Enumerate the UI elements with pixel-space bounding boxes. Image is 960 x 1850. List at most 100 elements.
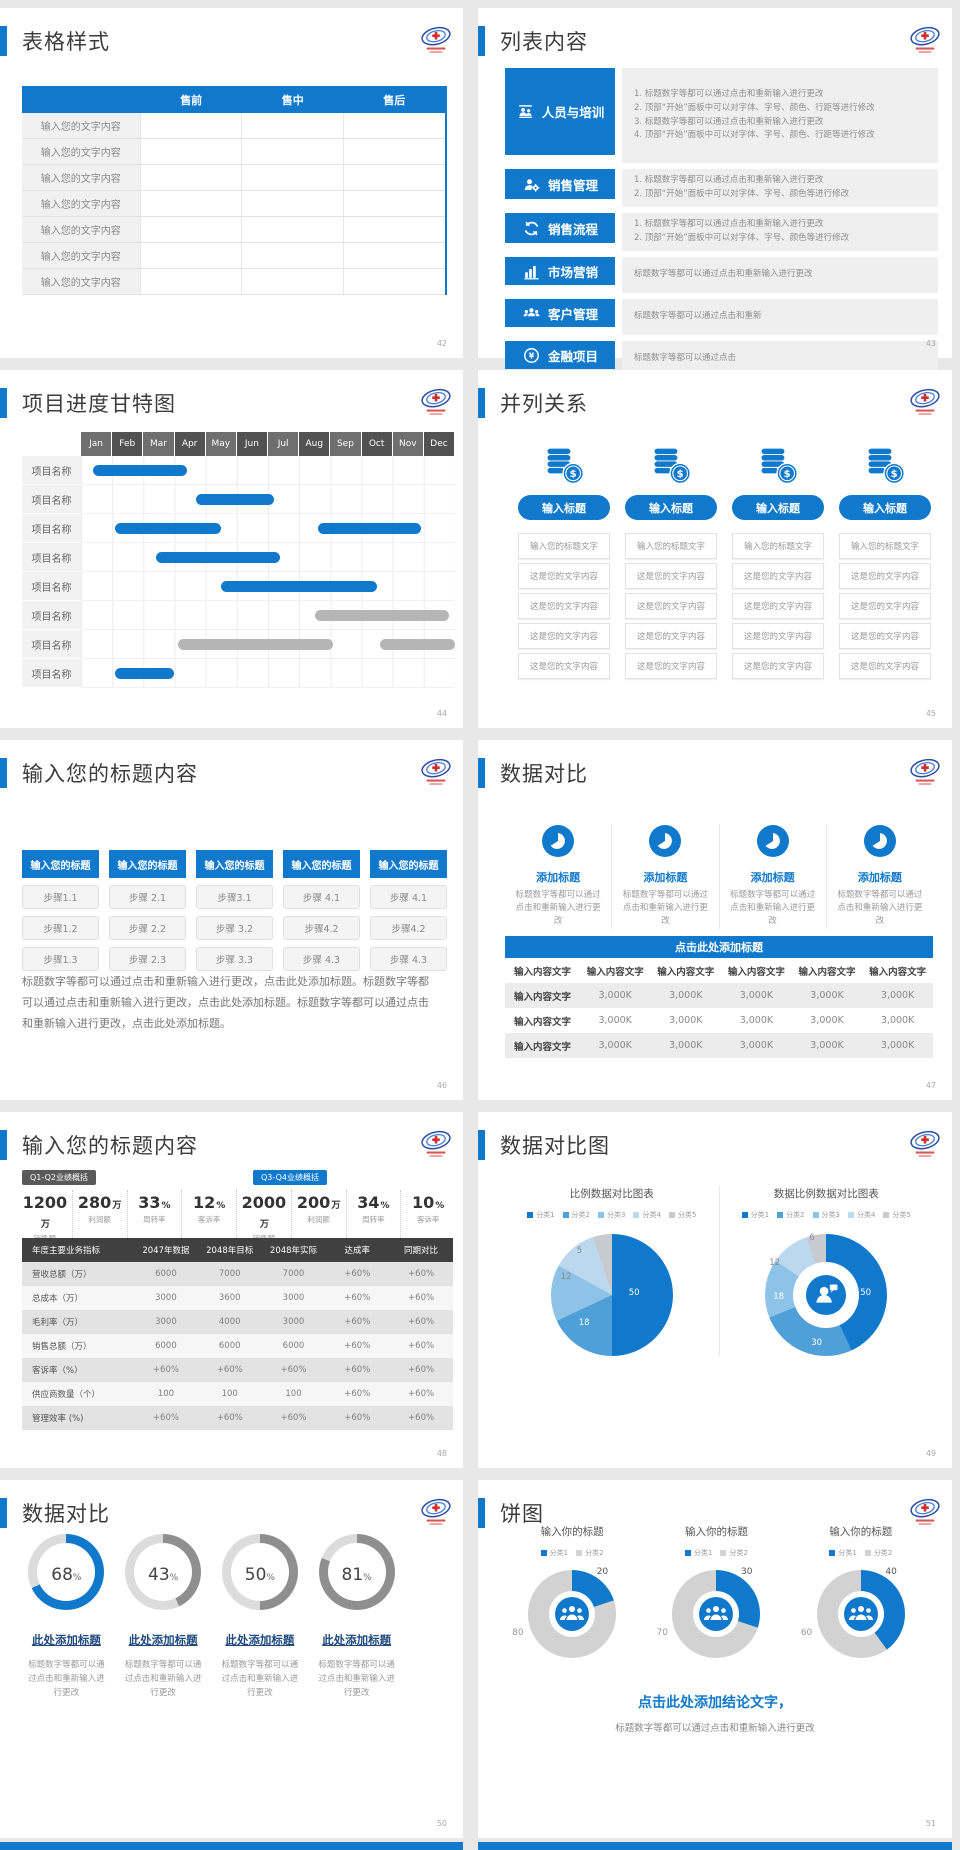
legend-swatch (847, 1212, 854, 1218)
table-cell (139, 269, 242, 294)
list-item: 销售流程 1. 标题数字等都可以通过点击和重新输入进行更改 2. 顶部“开始”面板… (505, 213, 938, 251)
slice-label: 12 (560, 1272, 572, 1282)
gantt-row-label: 项目名称 (22, 456, 81, 485)
table-cell: +60% (408, 1365, 435, 1375)
legend-item: 分类1 (685, 1548, 712, 1558)
kpi-stat: 34% 周转率 (345, 1190, 401, 1244)
table-cell: 销售总额（万） (32, 1342, 92, 1352)
gauge-value: 43% (134, 1543, 193, 1601)
legend-label: 分类2 (571, 1211, 591, 1219)
legend-label: 分类5 (892, 1211, 911, 1219)
table-cell: 3,000K (739, 990, 774, 1001)
table-header-cell: 输入内容文字 (657, 966, 715, 978)
table-cell: 输入您的文字内容 (22, 191, 140, 216)
table-header-cell: 同期对比 (404, 1246, 439, 1256)
legend-label: 分类5 (677, 1211, 697, 1219)
table-cell (343, 217, 445, 242)
table-cell: +60% (408, 1389, 435, 1399)
pie-badge-icon (648, 825, 682, 862)
brand-logo-icon (419, 384, 453, 418)
gantt-month-cell: Feb (112, 432, 143, 456)
coins-icon: $ (839, 444, 931, 488)
legend-label: 分类1 (549, 1549, 569, 1557)
slide-42[interactable]: 表格样式 售前 售中 售后 输入您的文字内容 输入您的文字内容 输入您的文字内容 输… (0, 8, 463, 358)
table-header-cell: 2048年实际 (269, 1246, 318, 1256)
gauge-block: 68% 此处添加标题 标题数字等都可以通过点击和重新输入进行更改 (18, 1534, 115, 1700)
slide-title: 数据对比 (500, 762, 588, 786)
brand-logo-icon (419, 1126, 453, 1160)
slide-48[interactable]: 输入您的标题内容 Q1-Q2业绩概括 Q3-Q4业绩概括 1200万 销售额 2… (0, 1112, 463, 1468)
slide-title-row: 列表内容 (478, 26, 588, 56)
legend-swatch (598, 1212, 605, 1218)
chart-title: 输入你的标题 (829, 1526, 893, 1538)
svg-text:$: $ (784, 469, 791, 480)
donut-hole (793, 1262, 860, 1328)
brand-logo-icon (419, 22, 453, 56)
chart-title: 数据比例数据对比图表 (773, 1188, 879, 1200)
step-column-header: 输入您的标题 (370, 850, 447, 878)
chart-legend: 分类1 分类2 (789, 1548, 933, 1558)
svg-text:$: $ (677, 469, 684, 480)
table-header-cell: 售前 (180, 93, 203, 107)
slide-51[interactable]: 饼图 输入你的标题 分类1 分类2 20 80 (478, 1480, 952, 1838)
table-cell: +60% (280, 1413, 307, 1423)
gauge-suffix: % (363, 1573, 372, 1583)
text-box: 这是您的文字内容 (518, 563, 610, 589)
legend-swatch (527, 1212, 534, 1218)
kpi-unit: % (216, 1201, 226, 1211)
kpi-unit: 万 (40, 1220, 50, 1230)
donut-gauge: 50% (221, 1534, 298, 1610)
slide-44[interactable]: 项目进度甘特图 Jan Feb Mar Apr May Jun Jul Aug Sep Oct No… (0, 370, 463, 728)
gantt-month-cell: Aug (299, 432, 330, 456)
slide-45[interactable]: 并列关系 $ 输入标题 输入您的标题文字 这是您的文字内容 这是您的文字内容 这是您的… (478, 370, 952, 728)
legend-swatch (633, 1212, 640, 1218)
slide-title-row: 饼图 (478, 1498, 544, 1528)
step-box: 步骤 4.3 (283, 947, 360, 971)
slide-title: 列表内容 (500, 30, 588, 54)
slide-46[interactable]: 输入您的标题内容 输入您的标题 步骤1.1 步骤1.2 步骤1.3 输入您的标题 步… (0, 740, 463, 1100)
donut-block: 输入你的标题 分类1 分类2 20 80 (500, 1524, 644, 1658)
kpi-unit: 万 (331, 1201, 341, 1211)
slice-label: 12 (769, 1258, 781, 1268)
list-line: 2. 顶部“开始”面板中可以对字体、字号、颜色、行距等进行修改 (634, 102, 875, 113)
step-list: 步骤 4.1 步骤4.2 步骤 4.3 (283, 885, 360, 971)
step-column: 输入您的标题 步骤3.1 步骤 3.2 步骤 3.3 (196, 850, 273, 971)
chart-legend: 分类1 分类2 (500, 1548, 644, 1558)
list-tab-label: 销售管理 (547, 177, 598, 193)
table-cell: 毛利率（万） (32, 1318, 84, 1328)
feature-title: 添加标题 (857, 871, 902, 884)
table-cell: 3600 (218, 1293, 241, 1303)
content-table: 售前 售中 售后 输入您的文字内容 输入您的文字内容 输入您的文字内容 输入您的文字… (22, 86, 447, 295)
slide-50[interactable]: 数据对比 68% 此处添加标题 标题数字等都可以通过点击和重新输入进行更改 43… (0, 1480, 463, 1838)
text-box: 输入您的标题文字 (625, 533, 717, 559)
finance-icon: ¥ (522, 346, 541, 365)
slide-47[interactable]: 数据对比 添加标题 标题数字等都可以通过点击和重新输入进行更改 添加标题 标题数… (478, 740, 952, 1100)
text-box: 这是您的文字内容 (625, 623, 717, 649)
slide-43[interactable]: 列表内容 人员与培训 1. 标题数字等都可以通过点击和重新输入进行更改 2. 顶部… (478, 8, 952, 377)
legend-item: 分类1 (741, 1210, 769, 1220)
pie-badge-icon (863, 825, 897, 862)
next-slide-peek (478, 1842, 952, 1850)
table-row: 输入您的文字内容 (22, 113, 445, 139)
donut-hole (837, 1591, 884, 1637)
table-cell: 3,000K (810, 1015, 844, 1026)
table-cell: 3,000K (669, 1015, 703, 1026)
table-cell (139, 191, 242, 216)
donut-chart-wrap: 50 30 18 12 6 (765, 1233, 888, 1356)
gantt-bar (177, 639, 334, 650)
kpi-number: 280 (77, 1193, 112, 1212)
table-header-cell: 2048年目标 (206, 1246, 254, 1256)
step-box: 步骤 4.3 (370, 947, 447, 971)
text-box: 这是您的文字内容 (518, 623, 610, 649)
kpi-label: 利润额 (307, 1215, 330, 1224)
gauge-suffix: % (169, 1573, 179, 1583)
feature-row: 添加标题 标题数字等都可以通过点击和重新输入进行更改 添加标题 标题数字等都可以… (505, 824, 933, 929)
slide-49[interactable]: 数据对比图 比例数据对比图表 分类1 分类2 分类3 分类4 分类5 50 18 12 5 数… (478, 1112, 952, 1468)
gantt-month-cell: Sep (330, 432, 361, 456)
step-column: 输入您的标题 步骤1.1 步骤1.2 步骤1.3 (22, 850, 99, 971)
table-cell: 客诉率（%） (32, 1366, 83, 1376)
kpi-stat: 12% 客诉率 (181, 1190, 236, 1244)
slide-title-row: 表格样式 (0, 26, 110, 56)
gantt-row: 项目名称 (22, 456, 455, 485)
